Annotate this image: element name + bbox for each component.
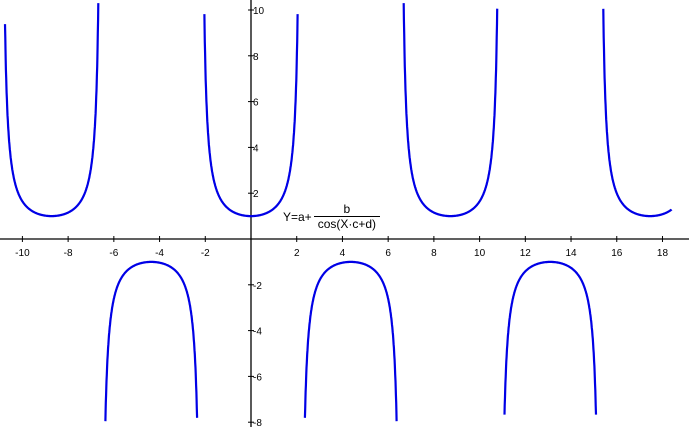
curve-branch xyxy=(602,8,673,218)
x-tick-label: -2 xyxy=(201,248,210,259)
y-tick-label: 4 xyxy=(253,143,259,154)
x-tick-label: -8 xyxy=(64,248,73,259)
x-tick-label: -6 xyxy=(109,248,118,259)
x-tick-label: 12 xyxy=(520,248,532,259)
y-tick-label: 6 xyxy=(253,98,259,109)
x-tick-label: 14 xyxy=(565,248,577,259)
x-tick-label: 2 xyxy=(294,248,300,259)
y-tick-label: -8 xyxy=(253,418,262,427)
x-tick-label: 6 xyxy=(385,248,391,259)
formula-denominator: cos(X·c+d) xyxy=(313,216,381,231)
y-tick-label: 10 xyxy=(253,6,265,17)
x-tick-label: 10 xyxy=(474,248,486,259)
curve-branch xyxy=(3,3,100,218)
x-tick-label: 4 xyxy=(340,248,346,259)
x-tick-label: 18 xyxy=(657,248,669,259)
x-tick-label: -10 xyxy=(15,248,30,259)
x-tick-label: -4 xyxy=(155,248,164,259)
y-tick-label: 8 xyxy=(253,52,259,63)
y-tick-label: -6 xyxy=(253,372,262,383)
x-tick-label: 16 xyxy=(611,248,623,259)
formula-prefix: Y=a+ xyxy=(283,209,312,224)
y-tick-label: -4 xyxy=(253,327,262,338)
formula-fraction: b cos(X·c+d) xyxy=(313,202,381,231)
formula-label: Y=a+ b cos(X·c+d) xyxy=(283,202,381,231)
curve-branch xyxy=(503,260,598,415)
curve-branch xyxy=(402,3,499,218)
curve-branch xyxy=(303,260,398,422)
curve-branch xyxy=(104,260,199,422)
y-tick-label: 2 xyxy=(253,189,259,200)
x-tick-label: 8 xyxy=(431,248,437,259)
y-tick-label: -2 xyxy=(253,281,262,292)
formula-numerator: b xyxy=(343,202,351,216)
curve-branch xyxy=(203,14,299,218)
